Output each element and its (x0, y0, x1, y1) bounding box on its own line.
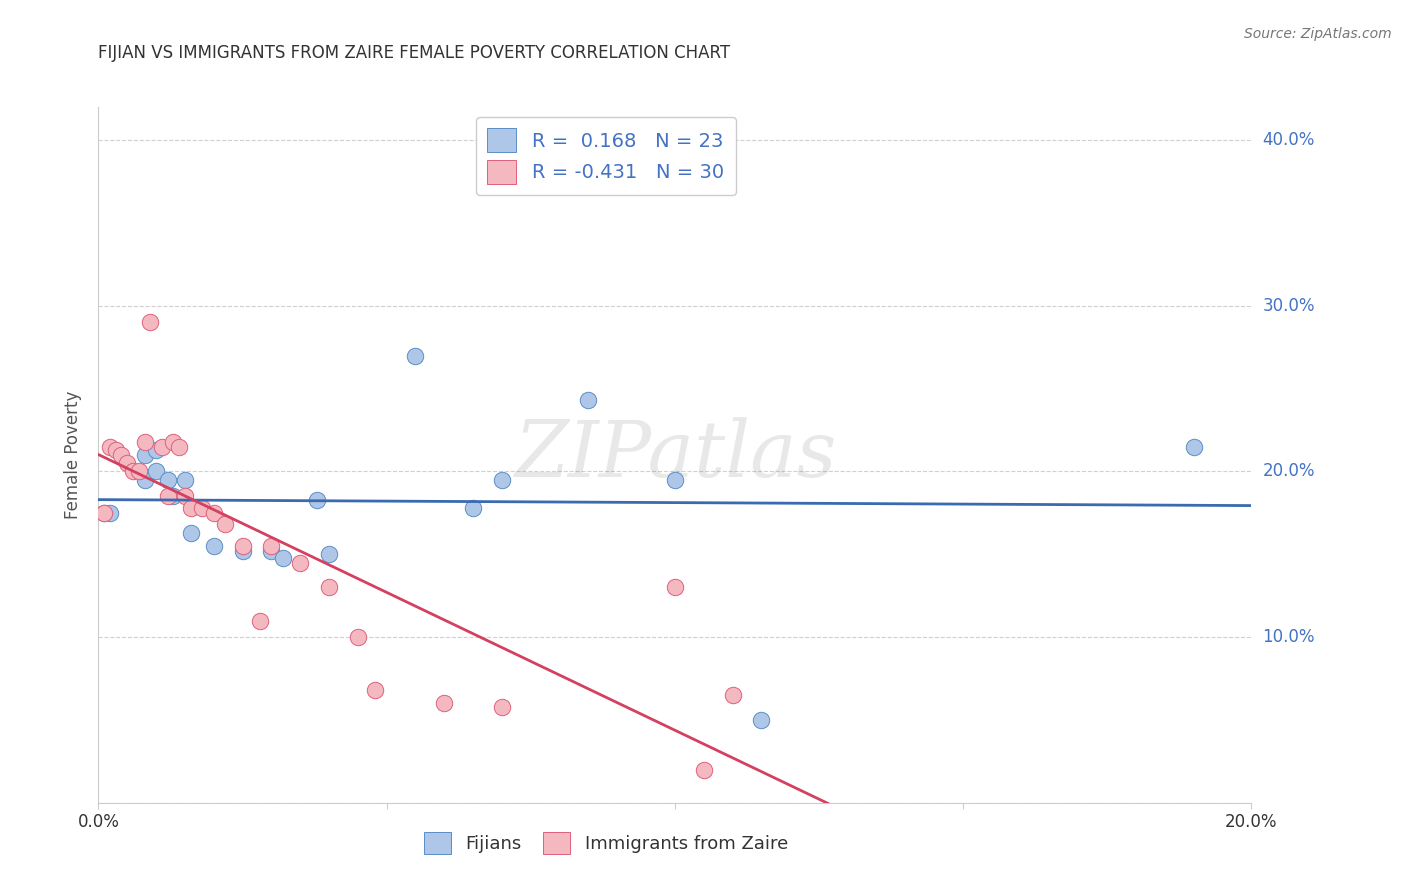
Point (1182, 440, 1205, 454)
Point (139, 315, 162, 329)
Point (202, 506, 225, 520)
Point (664, 581, 686, 595)
Text: 30.0%: 30.0% (1263, 297, 1315, 315)
Point (249, 614, 271, 628)
Point (110, 448, 132, 462)
Point (98, 440, 121, 454)
Point (346, 630, 368, 644)
Point (145, 465, 167, 479)
Point (202, 539, 225, 553)
Point (721, 688, 744, 702)
Point (231, 544, 254, 558)
Text: ZIPatlas: ZIPatlas (513, 417, 837, 493)
Point (461, 500, 484, 515)
Point (134, 473, 156, 487)
Point (491, 699, 513, 714)
Point (214, 517, 236, 532)
Point (664, 473, 686, 487)
Point (231, 539, 254, 553)
Point (162, 434, 184, 449)
Point (318, 547, 340, 561)
Point (117, 456, 138, 470)
Point (167, 440, 190, 454)
Point (156, 489, 179, 503)
Point (150, 440, 173, 454)
Point (174, 473, 197, 487)
Point (156, 473, 179, 487)
Point (191, 500, 214, 515)
Point (364, 683, 387, 698)
Point (180, 525, 202, 540)
Point (180, 500, 202, 515)
Point (122, 465, 145, 479)
Point (318, 581, 340, 595)
Point (307, 492, 329, 507)
Point (134, 434, 156, 449)
Point (174, 489, 197, 503)
Text: 10.0%: 10.0% (1263, 628, 1315, 646)
Y-axis label: Female Poverty: Female Poverty (65, 391, 83, 519)
Point (433, 697, 456, 711)
Text: 40.0%: 40.0% (1263, 131, 1315, 149)
Point (260, 544, 283, 558)
Point (134, 448, 156, 462)
Point (290, 556, 312, 570)
Text: 20.0%: 20.0% (1263, 462, 1315, 481)
Point (271, 550, 294, 565)
Point (693, 763, 716, 777)
Text: Source: ZipAtlas.com: Source: ZipAtlas.com (1244, 27, 1392, 41)
Legend: Fijians, Immigrants from Zaire: Fijians, Immigrants from Zaire (415, 823, 797, 863)
Point (405, 349, 427, 363)
Point (491, 473, 513, 487)
Point (93, 506, 115, 520)
Point (145, 442, 167, 457)
Point (751, 713, 773, 727)
Point (162, 489, 184, 503)
Point (104, 442, 127, 457)
Point (98, 506, 121, 520)
Point (93, 506, 115, 520)
Text: FIJIAN VS IMMIGRANTS FROM ZAIRE FEMALE POVERTY CORRELATION CHART: FIJIAN VS IMMIGRANTS FROM ZAIRE FEMALE P… (98, 45, 731, 62)
Point (260, 539, 283, 553)
Point (578, 393, 600, 408)
Point (128, 465, 150, 479)
